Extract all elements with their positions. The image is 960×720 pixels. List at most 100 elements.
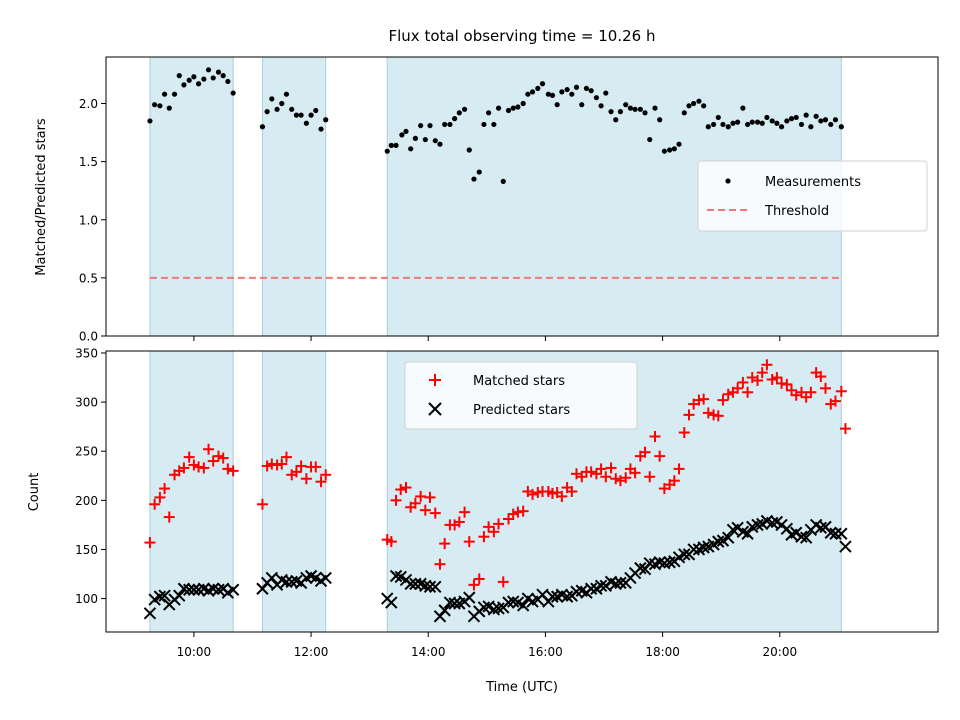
measurement-point [176,73,182,79]
measurement-point [632,106,638,112]
predicted-star-point [385,596,398,609]
matched-star-point [639,446,651,458]
matched-star-point [198,462,210,474]
measurement-point [418,122,424,129]
matched-star-point [752,374,764,386]
measurement-point [486,110,492,116]
matched-star-point [468,579,480,591]
measurement-point [744,121,751,128]
predicted-star-point [143,607,157,620]
matched-star-point [159,483,171,495]
predicted-star-point [463,591,476,604]
measurement-point [701,103,707,109]
matched-star-point [488,526,500,538]
matched-star-point [473,573,485,585]
measurement-point [520,100,526,107]
measurement-point [559,89,565,95]
measurement-point [481,121,487,128]
measurement-point [303,120,309,126]
matched-star-point [400,482,412,494]
predicted-star-point [423,580,437,594]
top-y-tick-label: 2.0 [79,97,98,111]
predicted-star-point [319,571,332,585]
measurement-point [471,176,477,182]
bottom-axes-frame [105,350,939,633]
measurement-point [191,74,197,80]
matched-star-point [644,471,656,483]
matched-star-point [576,471,588,483]
predicted-star-point [722,531,735,544]
predicted-star-point [814,521,828,535]
matched-star-point [453,516,465,528]
predicted-star-point [799,531,813,544]
matched-star-point [732,382,744,394]
matched-star-point [815,371,827,383]
legend-predicted-marker [428,402,442,416]
matched-star-point [276,458,288,470]
measurement-point [798,121,805,128]
predicted-star-point [409,577,422,591]
matched-star-point [463,536,475,548]
measurement-point [298,112,304,118]
measurement-point [318,126,324,132]
matched-star-point [620,472,632,484]
measurement-point [642,110,648,116]
measurement-point [210,75,216,81]
predicted-star-point [492,602,505,615]
matched-star-point [256,498,268,510]
predicted-star-point [839,540,852,553]
top-interval-band [149,56,234,337]
measurement-point [220,73,226,79]
measurement-point [323,117,329,123]
predicted-star-point [487,603,501,616]
predicted-star-point [697,541,710,554]
measurement-point [269,96,275,102]
predicted-star-point [653,556,666,569]
bottom-interval-band [149,350,234,633]
matched-star-point [163,511,175,523]
top-y-ticks: 0.0 0.5 1.0 1.5 2.0 [79,97,106,344]
measurement-point [491,121,497,128]
predicted-star-point [182,583,196,596]
legend-threshold-label: Threshold [764,204,829,219]
measurement-point [476,169,482,175]
matched-star-point [566,486,578,497]
measurement-point [384,148,390,154]
measurement-point [412,135,418,141]
measurement-point [784,118,790,124]
legend-matched-marker [429,374,441,386]
matched-star-point [717,394,729,406]
top-y-tick-label: 0.0 [79,330,98,344]
predicted-star-point [389,569,403,583]
bottom-y-tick-label: 350 [75,346,98,360]
measurement-point [822,117,829,123]
matched-star-point [737,376,749,388]
predicted-star-point [429,580,442,594]
measurement-point [529,89,536,95]
measurement-point [466,147,472,153]
measurement-point [539,81,546,87]
matched-star-point [483,521,495,533]
top-legend-box [697,160,928,232]
measurement-point [705,124,711,130]
measurement-point [637,106,643,112]
measurement-point [427,122,433,129]
predicted-star-point [594,579,608,593]
top-observing-intervals [149,56,842,337]
predicted-star-point [712,535,725,548]
bottom-y-ticks: 100 150 200 250 300 350 [75,346,106,606]
top-panel: 0.00.51.01.52.0 Matched/Predicted stars … [34,56,939,344]
measurement-point [399,132,405,138]
measurement-point [166,105,172,111]
matched-star-point [668,475,680,487]
matched-star-point [766,373,778,385]
bottom-x-tick-label: 12:00 [294,645,329,659]
predicted-star-point [448,597,461,610]
matched-star-point [395,484,407,496]
measurement-point [769,118,775,124]
matched-star-point [835,385,847,397]
matched-star-point [527,488,539,500]
matched-star-point [212,450,224,462]
measurement-point [613,117,619,123]
